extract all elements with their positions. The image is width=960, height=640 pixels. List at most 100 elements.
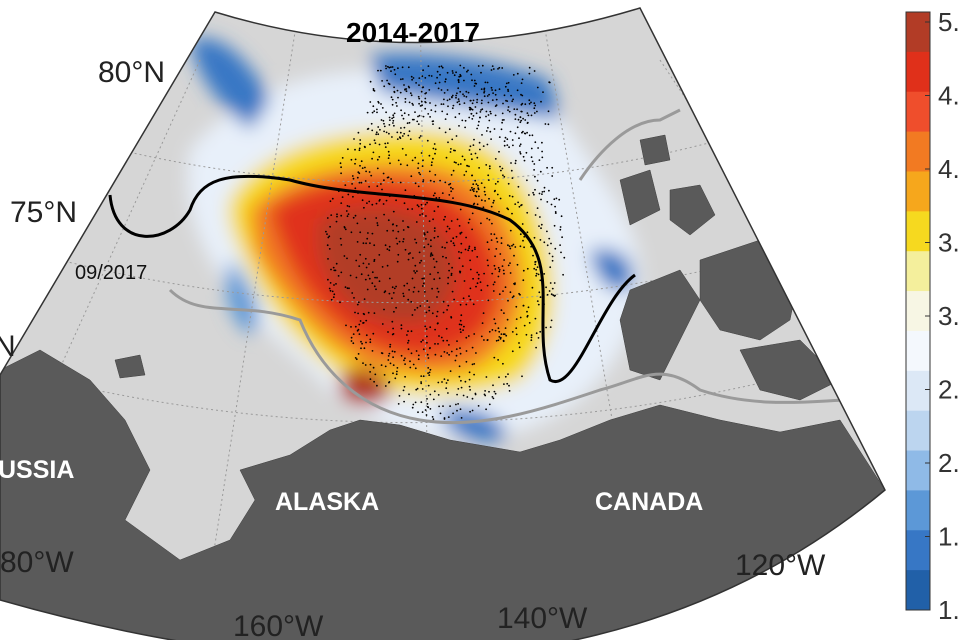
drift-point [381,80,383,82]
drift-point [412,291,415,293]
drift-point [427,357,430,359]
drift-point [410,175,413,178]
drift-point [423,246,426,249]
drift-point [429,273,432,275]
drift-point [455,403,457,406]
drift-point [372,366,375,369]
drift-point [526,122,529,124]
drift-point [471,363,474,366]
drift-point [444,131,447,134]
drift-point [346,205,349,207]
drift-point [402,220,404,222]
drift-point [463,158,466,161]
colorbar-bin [906,251,930,292]
drift-point [490,233,493,235]
drift-point [442,311,445,314]
drift-point [399,163,402,166]
drift-point [420,152,423,154]
drift-point [428,306,431,309]
drift-point [419,135,422,137]
drift-point [414,401,417,404]
drift-point [481,99,483,102]
drift-point [415,350,418,352]
drift-point [430,75,433,77]
drift-point [448,262,450,265]
drift-point [458,251,460,253]
drift-point [429,393,432,396]
drift-point [483,91,485,94]
drift-point [490,112,492,115]
drift-point [424,325,427,328]
drift-point [354,325,357,328]
drift-point [514,113,517,116]
drift-point [390,66,392,68]
drift-point [420,90,423,93]
drift-point [387,359,390,361]
drift-point [490,69,493,71]
drift-point [503,94,506,97]
drift-point [457,81,460,84]
drift-point [379,69,382,72]
drift-point [454,359,457,362]
drift-point [406,122,409,125]
drift-point [537,303,540,306]
colorbar-bin [906,370,930,412]
drift-point [488,167,491,170]
drift-point [400,109,402,112]
drift-point [530,156,533,159]
drift-point [422,282,425,285]
drift-point [507,299,509,302]
drift-point [498,268,501,271]
drift-point [354,148,356,151]
region-label: CANADA [595,488,703,516]
drift-point [327,236,330,239]
drift-point [513,108,516,110]
colorbar-frame [905,11,931,611]
drift-point [452,237,455,240]
drift-point [448,227,451,230]
drift-point [493,128,496,130]
colorbar-bin [906,131,930,172]
drift-point [380,364,383,366]
region-label: ALASKA [275,488,379,516]
drift-point [447,141,449,144]
drift-point [401,114,403,117]
drift-point [524,119,527,121]
drift-point [438,405,440,408]
drift-point [493,190,496,193]
drift-point [471,212,474,215]
drift-point [507,90,510,92]
drift-point [368,185,370,188]
colorbar-label: 4. [938,81,960,111]
drift-point [396,131,399,134]
drift-point [464,119,467,122]
drift-point [511,212,513,215]
drift-point [410,330,413,333]
drift-point [411,406,414,409]
drift-point [534,317,537,320]
drift-point [536,110,538,113]
drift-point [546,230,548,233]
drift-point [396,138,399,141]
drift-point [421,213,424,215]
drift-point [436,76,438,79]
drift-point [429,408,432,410]
drift-point [521,78,524,81]
drift-point [407,66,410,69]
drift-point [419,173,422,176]
drift-point [477,65,480,67]
drift-point [340,244,343,246]
drift-point [493,199,495,202]
drift-point [376,158,379,161]
drift-point [369,378,372,380]
drift-point [505,334,508,337]
drift-point [416,270,418,272]
drift-point [484,394,487,397]
drift-point [438,335,440,337]
drift-point [535,332,538,335]
drift-point [387,65,389,68]
drift-point [516,108,518,111]
drift-point [372,332,375,335]
drift-point [329,200,332,203]
longitude-label: 160°W [233,610,324,640]
